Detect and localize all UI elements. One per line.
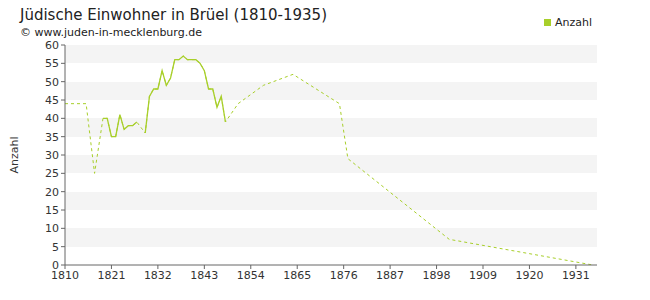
svg-text:1865: 1865 bbox=[283, 269, 311, 282]
svg-text:55: 55 bbox=[45, 57, 59, 70]
svg-text:50: 50 bbox=[45, 76, 59, 89]
svg-text:1887: 1887 bbox=[376, 269, 404, 282]
svg-text:40: 40 bbox=[45, 112, 59, 125]
svg-text:45: 45 bbox=[45, 94, 59, 107]
svg-text:1832: 1832 bbox=[144, 269, 172, 282]
svg-text:1821: 1821 bbox=[97, 269, 125, 282]
svg-text:1843: 1843 bbox=[190, 269, 218, 282]
svg-text:0: 0 bbox=[52, 259, 59, 272]
svg-text:5: 5 bbox=[52, 241, 59, 254]
svg-text:1854: 1854 bbox=[237, 269, 265, 282]
svg-text:1920: 1920 bbox=[515, 269, 543, 282]
svg-text:15: 15 bbox=[45, 204, 59, 217]
svg-text:1810: 1810 bbox=[51, 268, 79, 282]
svg-text:1931: 1931 bbox=[562, 269, 590, 282]
html-text:Anzahl: Anzahl bbox=[555, 16, 592, 29]
svg-text:25: 25 bbox=[45, 167, 59, 180]
svg-text:1898: 1898 bbox=[423, 269, 451, 282]
svg-text:20: 20 bbox=[45, 186, 59, 199]
svg-text:35: 35 bbox=[45, 131, 59, 144]
svg-text:60: 60 bbox=[45, 39, 59, 52]
svg-text:1909: 1909 bbox=[469, 269, 497, 282]
svg-text:10: 10 bbox=[45, 222, 59, 235]
svg-text:30: 30 bbox=[45, 149, 59, 162]
html-text:© www.juden-in-mecklenburg.de: © www.juden-in-mecklenburg.de bbox=[20, 26, 202, 39]
svg-text:1876: 1876 bbox=[330, 269, 358, 282]
html-text:Jüdische Einwohner in Brüel (1: Jüdische Einwohner in Brüel (1810-1935) bbox=[20, 6, 327, 24]
svg-text:Anzahl: Anzahl bbox=[8, 136, 21, 173]
